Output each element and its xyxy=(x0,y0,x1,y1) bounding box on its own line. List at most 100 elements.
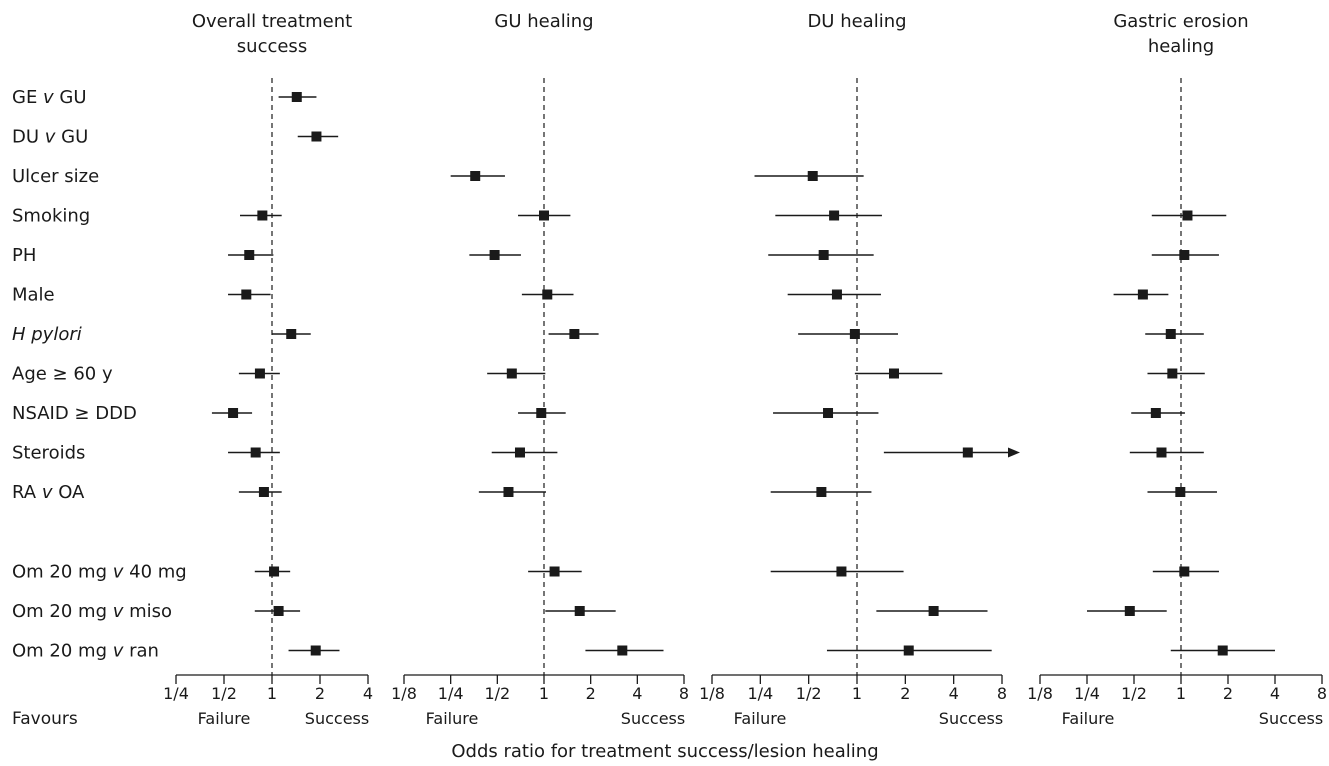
panel-3-point-steroids xyxy=(962,447,973,458)
panel-3-point-nsaid xyxy=(823,408,834,418)
row-label-part: Om 20 mg xyxy=(12,641,113,662)
row-label-nsaid: NSAID ≥ DDD xyxy=(12,403,137,424)
panel-3-tick-label: 2 xyxy=(900,684,910,703)
row-label-steroids: Steroids xyxy=(12,443,85,464)
panel-1-point-ra_oa xyxy=(258,487,269,497)
panel-3-point-age60 xyxy=(889,368,900,379)
panel-1-point-male xyxy=(241,289,252,300)
panel-2-point-om20_40 xyxy=(549,566,560,577)
panel-2-point-smoking xyxy=(539,210,549,221)
panel-4-tick-label: 2 xyxy=(1223,684,1233,703)
panel-2-point-nsaid xyxy=(536,408,547,418)
row-label-part: v xyxy=(113,641,124,662)
row-label-ge_gu: GE v GU xyxy=(12,87,87,108)
row-label-part: GE xyxy=(12,87,43,108)
row-label-part: NSAID ≥ DDD xyxy=(12,403,137,424)
panel-4-point-age60 xyxy=(1167,368,1178,379)
row-label-part: H pylori xyxy=(12,324,82,345)
panel-1-point-om20_ran xyxy=(310,645,321,656)
panel-3-point-om20_40 xyxy=(836,566,847,577)
panel-2-title: GU healing xyxy=(494,11,593,32)
panel-4-title: healing xyxy=(1148,36,1214,57)
panel-1-point-steroids xyxy=(250,447,261,458)
panel-3-tick-label: 1/4 xyxy=(747,684,773,703)
panel-4-tick-label: 1/2 xyxy=(1121,684,1147,703)
panel-2-point-om20_miso xyxy=(574,606,585,616)
row-label-part: GU xyxy=(55,127,88,148)
panel-3-point-ra_oa xyxy=(816,487,827,497)
row-label-part: ran xyxy=(123,641,159,662)
row-label-part: v xyxy=(42,482,53,503)
panel-2-point-om20_ran xyxy=(617,645,628,656)
panel-4-point-male xyxy=(1137,289,1148,300)
panel-1-point-du_gu xyxy=(311,131,322,142)
panel-4-point-smoking xyxy=(1182,210,1193,221)
panel-4-point-om20_miso xyxy=(1124,606,1135,616)
panel-4-tick-label: 1/8 xyxy=(1027,684,1053,703)
row-label-part: PH xyxy=(12,245,36,266)
panel-3-favours-failure: Failure xyxy=(734,709,787,728)
panel-2-tick-label: 4 xyxy=(632,684,642,703)
panel-4-tick-label: 4 xyxy=(1270,684,1280,703)
row-label-part: DU xyxy=(12,127,45,148)
panel-3-tick-label: 1/2 xyxy=(796,684,822,703)
row-label-part: miso xyxy=(123,601,172,622)
row-label-om20_miso: Om 20 mg v miso xyxy=(12,601,172,622)
panel-4-title: Gastric erosion xyxy=(1113,11,1248,32)
panel-1-point-ph xyxy=(244,250,255,260)
row-label-smoking: Smoking xyxy=(12,206,90,227)
panel-4-favours-failure: Failure xyxy=(1062,709,1115,728)
panel-4-point-h_pylori xyxy=(1165,329,1176,339)
panel-4-favours-success: Success xyxy=(1259,709,1323,728)
panel-3-tick-label: 4 xyxy=(949,684,959,703)
panel-1-point-h_pylori xyxy=(286,329,297,339)
row-label-h_pylori: H pylori xyxy=(12,324,82,345)
panel-3-tick-label: 8 xyxy=(997,684,1007,703)
panel-1-point-smoking xyxy=(257,210,268,221)
favours-label: Favours xyxy=(12,709,78,729)
row-label-part: v xyxy=(113,562,124,583)
row-label-part: v xyxy=(113,601,124,622)
row-label-part: Om 20 mg xyxy=(12,601,113,622)
panel-4-tick-label: 1 xyxy=(1176,684,1186,703)
panel-1-point-ge_gu xyxy=(291,92,302,102)
panel-4-point-om20_ran xyxy=(1217,645,1228,656)
panel-2-tick-label: 2 xyxy=(586,684,596,703)
panel-1-tick-label: 2 xyxy=(315,684,325,703)
row-label-om20_ran: Om 20 mg v ran xyxy=(12,641,159,662)
row-label-om20_40: Om 20 mg v 40 mg xyxy=(12,562,187,583)
panel-1-point-nsaid xyxy=(228,408,239,418)
row-label-part: GU xyxy=(54,87,87,108)
panel-1-tick-label: 1/4 xyxy=(163,684,189,703)
panel-3-favours-success: Success xyxy=(939,709,1003,728)
panel-3-point-om20_ran xyxy=(903,645,914,656)
panel-2-tick-label: 1/2 xyxy=(484,684,510,703)
panel-3-point-ulcer_size xyxy=(807,171,818,181)
panel-3-point-om20_miso xyxy=(928,606,939,616)
panel-2-point-steroids xyxy=(514,447,525,458)
panel-1-title: success xyxy=(237,36,307,57)
row-label-ulcer_size: Ulcer size xyxy=(12,166,99,187)
panel-1-tick-label: 1/2 xyxy=(211,684,237,703)
panel-3-ci-arrow-steroids xyxy=(1008,447,1020,458)
panel-4-point-steroids xyxy=(1156,447,1167,458)
row-label-ra_oa: RA v OA xyxy=(12,482,85,503)
panel-4-tick-label: 1/4 xyxy=(1074,684,1100,703)
row-label-du_gu: DU v GU xyxy=(12,127,88,148)
panel-4-point-nsaid xyxy=(1150,408,1161,418)
panel-2-point-age60 xyxy=(506,368,517,379)
panel-2-tick-label: 1 xyxy=(539,684,549,703)
row-label-ph: PH xyxy=(12,245,36,266)
panel-3-point-male xyxy=(831,289,842,300)
panel-2-point-ulcer_size xyxy=(470,171,481,181)
row-label-part: 40 mg xyxy=(123,562,186,583)
panel-3-title: DU healing xyxy=(807,11,906,32)
panel-2-tick-label: 8 xyxy=(679,684,689,703)
panel-2-point-ph xyxy=(489,250,500,260)
panel-3-point-ph xyxy=(818,250,829,260)
panel-2-point-ra_oa xyxy=(503,487,514,497)
panel-1-tick-label: 1 xyxy=(267,684,277,703)
row-label-part: Ulcer size xyxy=(12,166,99,187)
panel-1-tick-label: 4 xyxy=(363,684,373,703)
